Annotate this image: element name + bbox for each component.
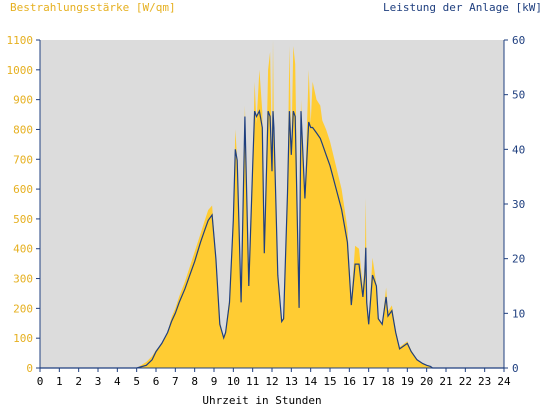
- power-series: [40, 109, 504, 369]
- left-y-tick-label: 600: [13, 183, 33, 196]
- left-y-tick-label: 700: [13, 153, 33, 166]
- x-tick-label: 13: [285, 375, 298, 388]
- left-y-tick-label: 1100: [7, 34, 34, 47]
- x-tick-label: 24: [497, 375, 511, 388]
- x-tick-label: 3: [95, 375, 102, 388]
- left-y-tick-label: 400: [13, 243, 33, 256]
- x-axis-ticks: 0 1 2 3 4 5 6 7 8 9 10 11 12 13 14 15 16 17 18 19 20 21 22 23 24: [37, 368, 511, 388]
- right-axis-ticks: 0 10 20 30 40 50 60: [504, 34, 525, 375]
- x-tick-label: 20: [420, 375, 433, 388]
- x-tick-label: 23: [478, 375, 491, 388]
- x-tick-label: 4: [114, 375, 121, 388]
- x-tick-label: 6: [153, 375, 160, 388]
- left-y-tick-label: 1000: [7, 64, 34, 77]
- x-tick-label: 8: [191, 375, 198, 388]
- x-tick-label: 15: [323, 375, 336, 388]
- x-tick-label: 2: [75, 375, 82, 388]
- x-tick-label: 12: [265, 375, 278, 388]
- x-tick-label: 22: [459, 375, 472, 388]
- left-axis-title: Bestrahlungsstärke [W/qm]: [10, 1, 176, 14]
- power-line: [40, 109, 504, 369]
- right-y-tick-label: 0: [512, 362, 519, 375]
- right-y-tick-label: 60: [512, 34, 525, 47]
- left-y-tick-label: 500: [13, 213, 33, 226]
- x-tick-label: 10: [227, 375, 240, 388]
- right-y-tick-label: 30: [512, 198, 525, 211]
- x-tick-label: 1: [56, 375, 63, 388]
- x-tick-label: 21: [439, 375, 452, 388]
- left-y-tick-label: 200: [13, 302, 33, 315]
- left-axis-ticks: 0 100 200 300 400 500 600 700 800 900 1000 1100: [7, 34, 40, 375]
- x-tick-label: 0: [37, 375, 44, 388]
- left-y-tick-label: 100: [13, 332, 33, 345]
- x-tick-label: 7: [172, 375, 179, 388]
- x-tick-label: 14: [304, 375, 318, 388]
- x-tick-label: 19: [401, 375, 414, 388]
- left-y-tick-label: 300: [13, 273, 33, 286]
- right-y-tick-label: 20: [512, 253, 525, 266]
- x-tick-label: 18: [381, 375, 394, 388]
- right-y-tick-label: 40: [512, 143, 525, 156]
- x-tick-label: 5: [133, 375, 140, 388]
- x-axis-label: Uhrzeit in Stunden: [202, 394, 322, 407]
- left-y-tick-label: 0: [26, 362, 33, 375]
- right-y-tick-label: 50: [512, 89, 525, 102]
- left-y-tick-label: 800: [13, 123, 33, 136]
- right-axis-title: Leistung der Anlage [kW]: [383, 1, 542, 14]
- x-tick-label: 16: [343, 375, 356, 388]
- x-tick-label: 9: [211, 375, 218, 388]
- right-y-tick-label: 10: [512, 307, 525, 320]
- x-tick-label: 11: [246, 375, 259, 388]
- irradiance-area: [40, 40, 504, 368]
- irradiance-series: [40, 40, 504, 368]
- x-tick-label: 17: [362, 375, 375, 388]
- left-y-tick-label: 900: [13, 94, 33, 107]
